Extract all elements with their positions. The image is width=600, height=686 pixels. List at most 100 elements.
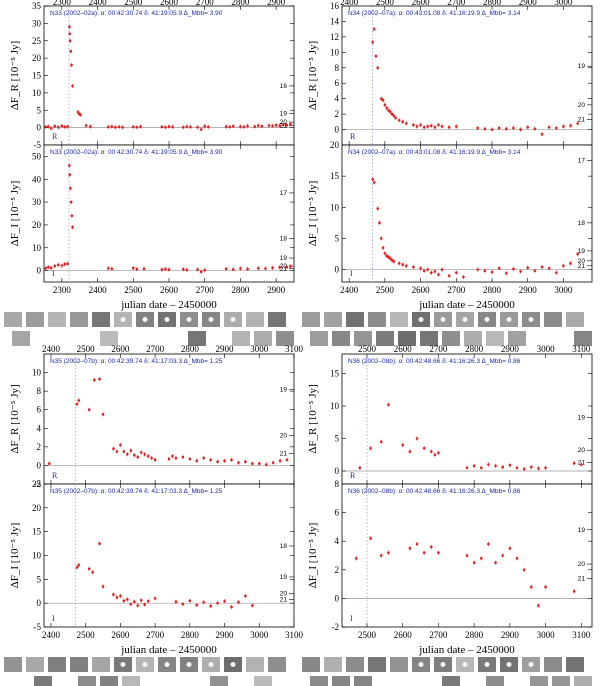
x-tick-label: 2600	[394, 630, 413, 640]
data-point	[206, 125, 210, 129]
data-point	[110, 125, 114, 128]
data-point	[501, 465, 505, 469]
data-point	[181, 455, 185, 459]
data-point	[75, 402, 79, 406]
data-point	[189, 125, 192, 129]
lightcurve-n36: 0 5 10 15 ΔF_R [10⁻⁵ Jy] N36 (2002–08b): α: 0…	[302, 344, 593, 686]
data-point	[515, 557, 519, 560]
data-point	[196, 125, 199, 129]
data-point	[115, 596, 119, 599]
x-tick-label: 2900	[501, 630, 520, 640]
data-point	[429, 450, 433, 453]
data-point	[547, 125, 551, 129]
stamp-thumbnail	[442, 676, 460, 686]
x-tick-label: 2500	[376, 285, 395, 295]
panel-R-band: -2 0 2 4 6 8 10 ΔF_R [10⁻⁵ Jy] N35 (2002–07b): α…	[9, 353, 295, 489]
stamp-source	[142, 317, 148, 322]
data-point	[422, 551, 426, 554]
data-point	[476, 126, 480, 130]
stamp-thumbnail	[566, 657, 584, 672]
stamp-source	[462, 317, 468, 322]
stamp-source	[528, 662, 534, 667]
data-point	[422, 269, 426, 273]
data-point	[121, 125, 124, 129]
stamp-source	[418, 662, 424, 667]
data-point	[379, 440, 383, 444]
x-tick-label: 3100	[572, 344, 591, 354]
data-point	[497, 267, 501, 270]
data-point	[185, 268, 189, 272]
mag-label: 20	[280, 433, 288, 440]
data-point	[98, 542, 101, 545]
stamp-source	[186, 317, 192, 322]
x-tick-label: 3000	[554, 285, 573, 295]
data-point	[181, 125, 185, 129]
data-point	[544, 466, 547, 470]
y-tick-label: 0	[37, 123, 42, 133]
y-tick-label: 5	[37, 105, 42, 115]
data-point	[106, 125, 110, 129]
y-tick-label: 15	[330, 369, 340, 379]
mag-label: 20	[578, 102, 586, 109]
stamp-thumbnail	[390, 312, 408, 327]
data-point	[388, 110, 392, 114]
stamp-thumbnail	[566, 312, 584, 327]
x-tick-label: 2900	[501, 344, 520, 354]
y-tick-label: 25	[32, 36, 42, 46]
nova-info: N33 (2002–02a): α: 00:42:30.74 δ: 41:19:…	[50, 149, 223, 156]
mag-label: 20	[280, 591, 288, 598]
y-tick-label: 10	[32, 88, 42, 98]
data-point	[479, 466, 483, 470]
mag-label: 20	[578, 561, 586, 568]
y-tick-label: 0	[37, 266, 42, 276]
data-point	[285, 458, 289, 462]
data-point	[153, 458, 157, 462]
mag-label: 20	[280, 263, 288, 270]
data-point	[408, 450, 412, 453]
data-point	[289, 265, 292, 268]
data-point	[526, 266, 530, 269]
y-tick-label: 10	[32, 243, 42, 253]
stamp-thumbnail	[332, 676, 350, 686]
data-point	[239, 125, 242, 128]
data-point	[387, 108, 390, 112]
x-tick-label: 2600	[412, 285, 431, 295]
data-point	[533, 127, 537, 131]
x-tick-label: 2500	[124, 285, 143, 295]
y-axis-label: ΔF_R [10⁻⁵ Jy]	[9, 384, 21, 453]
stamp-thumbnail	[268, 657, 286, 672]
data-point	[256, 267, 260, 270]
band-label: R	[52, 471, 58, 480]
x-tick-label: 2500	[376, 0, 395, 7]
x-tick-label: 2800	[181, 630, 200, 640]
stamp-thumbnail	[302, 312, 320, 327]
stamp-source	[440, 662, 446, 667]
data-point	[401, 263, 405, 266]
band-label: I	[52, 269, 55, 278]
data-point	[501, 554, 505, 557]
data-point	[544, 585, 547, 589]
stamp-thumbnail	[254, 676, 272, 686]
band-label: I	[350, 614, 353, 623]
stamp-thumbnail	[246, 312, 264, 327]
panel-I-band: -5 0 5 10 15 20 25 ΔF_I [10⁻⁵ Jy] N35 (2002–07b)…	[9, 479, 295, 632]
x-tick-label: 2800	[483, 0, 502, 7]
mag-label: 17	[280, 190, 288, 197]
data-point	[256, 124, 260, 127]
y-tick-label: 2	[335, 565, 340, 575]
data-point	[139, 451, 143, 454]
data-point	[126, 598, 129, 601]
postage-stamps	[302, 312, 592, 346]
stamp-source	[440, 317, 446, 322]
data-point	[188, 457, 192, 461]
x-tick-label: 2500	[77, 630, 96, 640]
x-tick-label: 3000	[554, 0, 573, 7]
data-point	[164, 125, 167, 129]
stamp-thumbnail	[210, 676, 228, 686]
data-point	[483, 269, 487, 273]
y-axis-label: ΔF_R [10⁻⁵ Jy]	[307, 384, 319, 453]
x-tick-label: 2300	[53, 0, 72, 7]
data-point	[112, 593, 115, 596]
data-point	[91, 570, 94, 574]
data-point	[153, 597, 157, 600]
